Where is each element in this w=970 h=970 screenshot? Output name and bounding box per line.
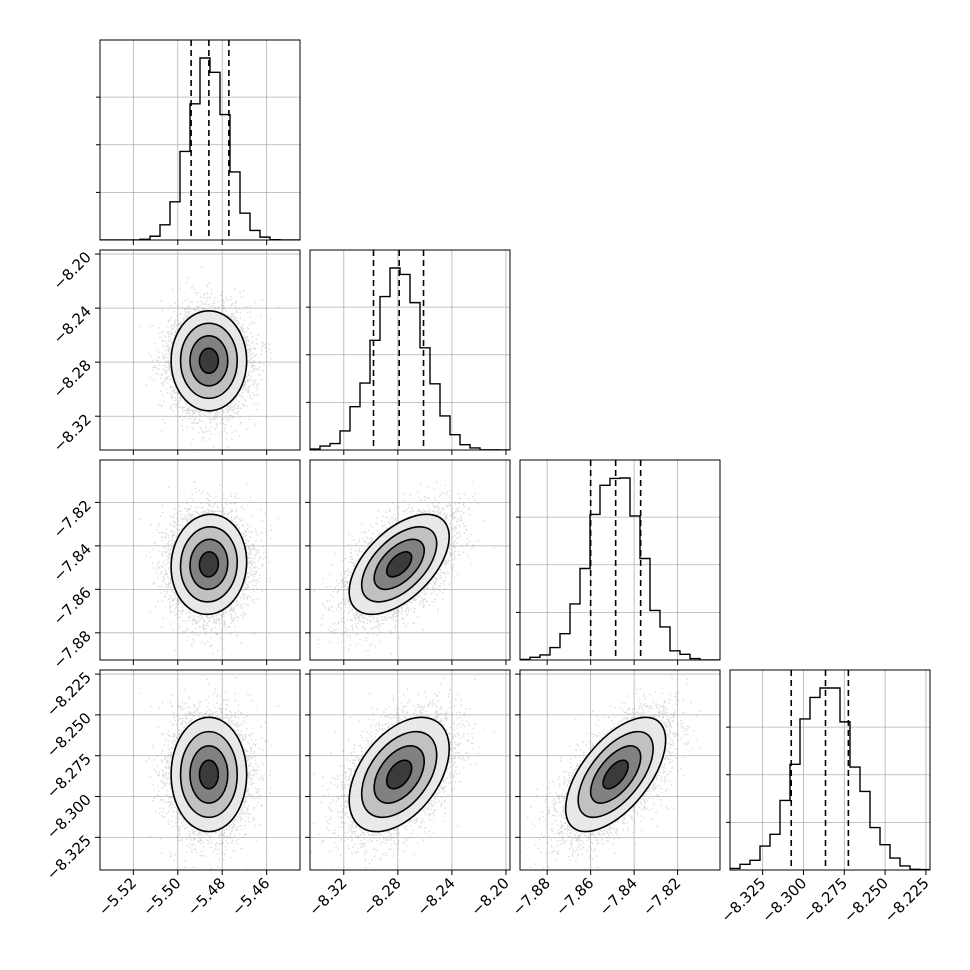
x-tick-label: −7.86 [552,874,597,919]
panel-content [100,250,300,450]
panel-0-0 [96,39,301,245]
panel-content [310,250,510,450]
contour-line [373,538,425,591]
y-tick-label: −8.24 [50,302,95,347]
panel-3-3: −8.325−8.300−8.275−8.250−8.225 [717,669,933,926]
density-region [199,348,219,374]
contour-line [564,716,667,833]
x-tick-label: −5.50 [139,874,184,919]
contour-line [385,759,413,790]
panel-content [310,460,510,660]
panel-frame [99,249,301,451]
panel-frame [309,249,511,451]
x-tick-label: −7.84 [596,874,641,919]
panel-1-0: −8.32 −8.28 −8.24 −8.20 [50,248,301,456]
panel-2-0: −7.88−7.86−7.84−7.82 [50,459,301,672]
panel-3-0: −5.52 −5.50 −5.48 −5.46−8.325−8.300−8.275−8… [43,668,301,919]
panel-frame [309,669,511,871]
panel-content [100,460,300,660]
y-tick-label: −7.82 [50,496,95,541]
contour-line [198,759,220,790]
contour-line [198,347,220,375]
contour-line [385,551,413,578]
panel-content [730,670,930,870]
density-region [603,760,629,789]
panel-content [520,670,720,870]
contour-line [170,310,248,412]
contour-line [179,322,239,400]
panel-2-1 [305,459,511,665]
contour-line [373,745,425,804]
density-region [386,551,412,577]
y-tick-label: −8.275 [43,750,95,802]
panel-content [310,670,510,870]
contour-line [179,730,239,819]
x-tick-label: −8.325 [717,874,769,926]
contour-line [360,730,438,819]
density-region [199,760,219,789]
contour-line [348,716,450,833]
panel-frame [519,669,721,871]
contour-line [198,551,220,578]
histogram-bars [100,57,300,240]
panel-frame [99,459,301,661]
x-tick-label: −5.52 [95,874,140,919]
y-tick-label: −8.250 [43,709,95,761]
contour-line [602,759,629,790]
panel-frame [729,669,931,871]
panel-frame [309,459,511,661]
panel-frame [99,669,301,871]
y-tick-label: −7.84 [50,540,95,585]
density-region [199,551,219,577]
x-tick-label: −8.28 [359,874,404,919]
panel-content [100,670,300,870]
x-tick-label: −8.275 [799,874,851,926]
histogram-bars [310,267,510,450]
contour-line [170,513,248,616]
x-tick-label: −8.24 [413,874,458,919]
contour-line [179,526,239,603]
y-tick-label: −8.225 [43,668,95,720]
panel-3-1: −8.32 −8.28 −8.24 −8.20 [305,669,513,919]
x-tick-label: −8.32 [305,874,350,919]
y-tick-label: −7.86 [50,583,95,628]
panel-frame [519,459,721,661]
x-tick-label: −8.20 [468,874,513,919]
histogram-bars [520,477,720,660]
x-tick-label: −5.46 [228,874,273,919]
x-tick-label: −5.48 [184,874,229,919]
panel-frame [99,39,301,241]
y-tick-label: −8.32 [50,410,95,455]
x-tick-label: −8.300 [758,874,810,926]
y-tick-label: −8.20 [50,248,95,293]
x-tick-label: −8.225 [881,874,933,926]
y-tick-label: −8.28 [50,356,95,401]
x-tick-label: −7.82 [639,874,684,919]
y-tick-label: −7.88 [50,627,95,672]
x-tick-label: −7.88 [509,874,554,919]
panel-1-1 [306,249,511,455]
panel-3-2: −7.88−7.86−7.84−7.82 [509,669,721,919]
contour-line [189,538,229,591]
contour-line [170,716,248,833]
contour-line [189,335,229,387]
contour-line [189,745,229,804]
contour-line [360,526,438,603]
y-tick-label: −8.300 [43,791,95,843]
histogram-bars [730,687,930,870]
contour-line [348,513,450,616]
panel-2-2 [516,459,721,665]
contour-line [577,730,654,819]
y-tick-label: −8.325 [43,831,95,883]
panel-content [520,460,720,660]
x-tick-label: −8.250 [840,874,892,926]
panel-content [100,40,300,240]
contour-line [589,745,642,804]
